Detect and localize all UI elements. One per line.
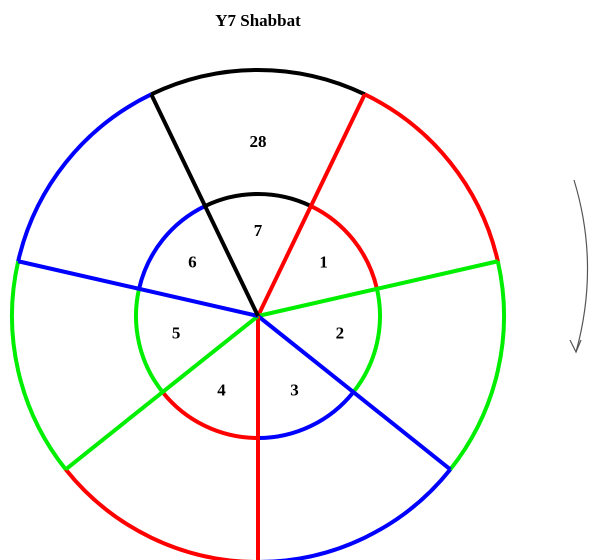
inner-arc	[351, 288, 382, 394]
sector-label: 6	[188, 253, 197, 272]
inner-arc	[134, 288, 165, 394]
inner-arc	[204, 192, 312, 208]
sector-label: 7	[254, 221, 263, 240]
sector-label: 5	[172, 324, 181, 343]
sector-label: 1	[319, 253, 328, 272]
wheel: 1 2 3 4 5 6 7 28	[10, 68, 506, 560]
outer-label: 28	[250, 132, 267, 151]
outer-arc	[257, 468, 452, 560]
spoke	[64, 314, 260, 471]
arrow-head	[569, 339, 582, 354]
outer-arc	[363, 92, 500, 262]
outer-arc	[16, 92, 153, 262]
spoke	[256, 314, 452, 471]
outer-arc	[10, 260, 68, 471]
spoke	[149, 93, 260, 317]
outer-arc	[448, 260, 506, 471]
spoke	[256, 93, 367, 317]
title: Y7 Shabbat	[215, 11, 301, 30]
inner-arc	[161, 390, 259, 440]
outer-arc	[64, 468, 259, 560]
sector-label: 4	[217, 381, 226, 400]
spoke	[257, 259, 499, 318]
spoke	[17, 259, 259, 318]
inner-arc	[310, 204, 379, 290]
inner-arc	[257, 390, 355, 440]
sector-label: 3	[290, 381, 299, 400]
outer-arc	[150, 68, 366, 97]
rotation-arrow	[573, 179, 589, 353]
inner-arc	[137, 204, 206, 290]
sector-label: 2	[336, 324, 345, 343]
